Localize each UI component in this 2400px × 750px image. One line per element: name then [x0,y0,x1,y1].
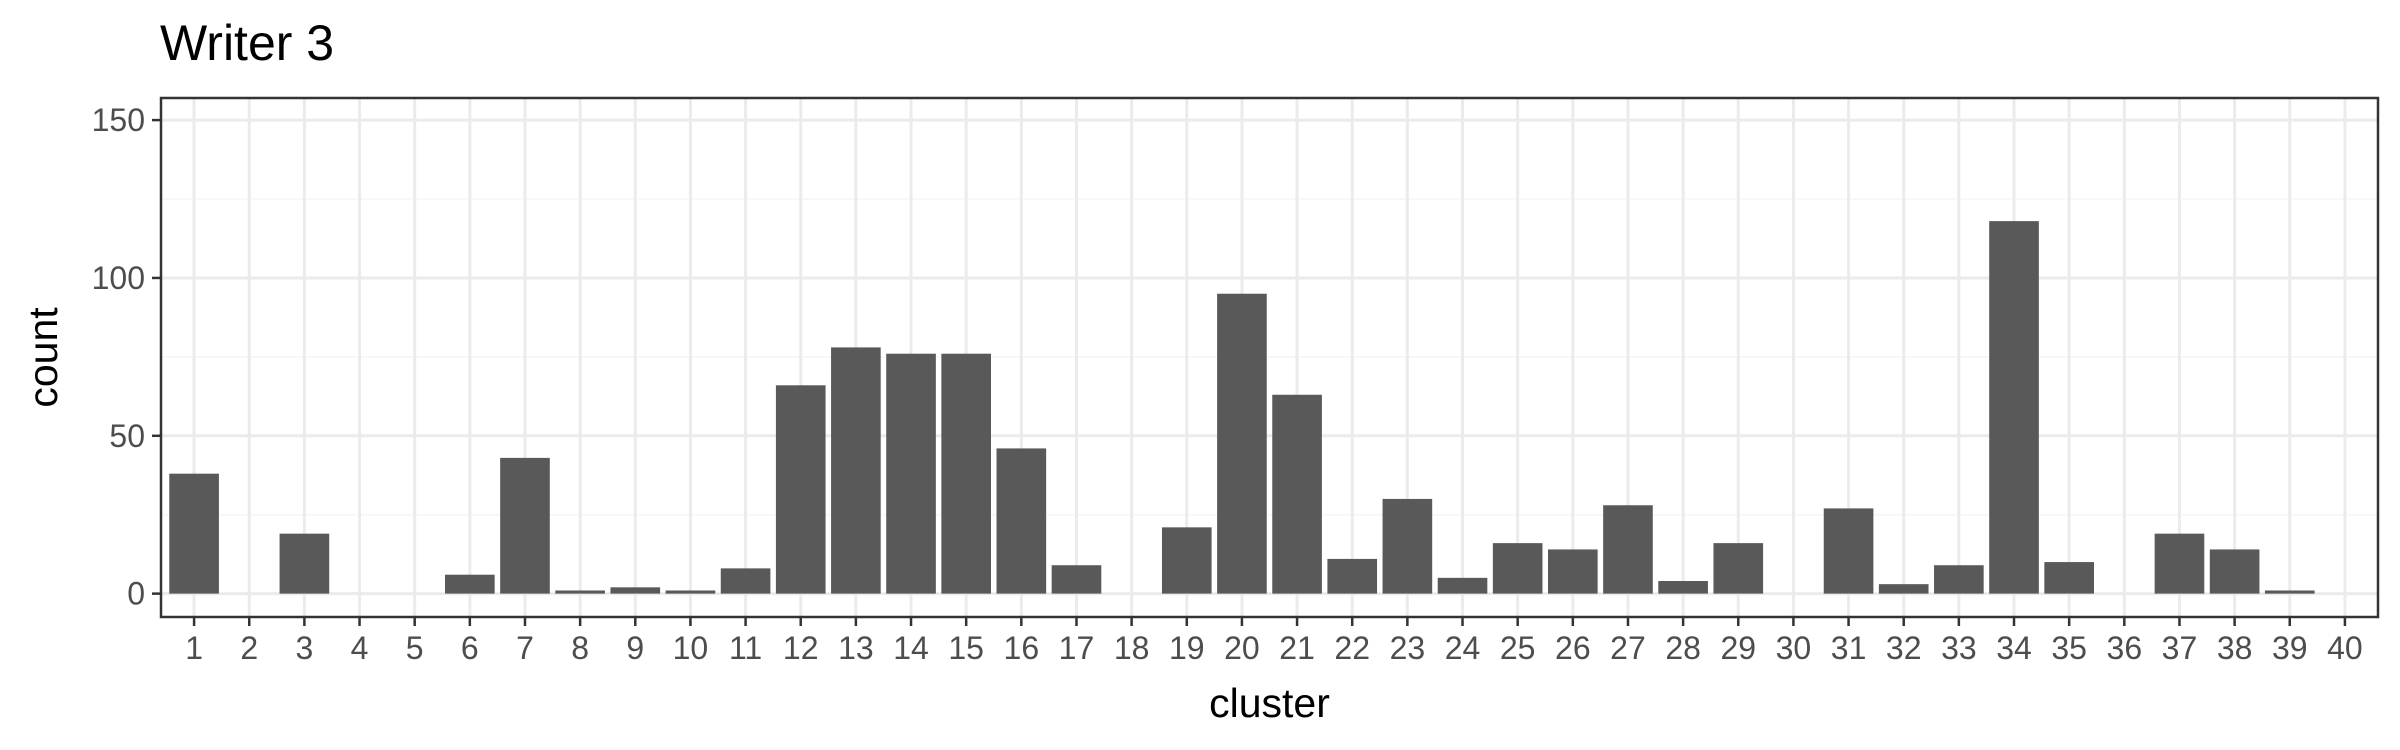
y-axis: 0 50 100 150 [92,102,161,612]
x-axis: 1 2 3 4 5 6 7 8 9 10 11 12 13 14 15 16 17 18 19 20 21 22 23 24 2… [185,617,2363,666]
x-tick-label: 17 [1059,630,1095,666]
bar [941,353,991,594]
chart-title: Writer 3 [160,15,334,71]
x-tick-label: 39 [2272,630,2308,666]
bar [1548,549,1598,594]
x-axis-title: cluster [1209,680,1330,726]
x-tick-label: 8 [571,630,589,666]
x-tick-label: 32 [1886,630,1922,666]
x-tick-label: 29 [1720,630,1756,666]
bar [665,590,716,594]
x-tick-label: 38 [2217,630,2253,666]
y-tick-label: 100 [92,260,145,296]
x-tick-label: 28 [1665,630,1701,666]
x-tick-label: 40 [2327,630,2363,666]
x-tick-label: 19 [1169,630,1205,666]
bar [1272,394,1322,594]
x-tick-label: 31 [1831,630,1867,666]
bar [886,353,936,594]
x-tick-label: 20 [1224,630,1260,666]
panel-border [159,96,2380,619]
x-tick-label: 16 [1004,630,1040,666]
y-tick-label: 0 [127,576,145,612]
bar [831,347,881,594]
x-tick-label: 15 [948,630,984,666]
x-tick-label: 34 [1996,630,2032,666]
x-tick-label: 13 [838,630,874,666]
x-tick-label: 35 [2051,630,2087,666]
bar [1161,527,1212,594]
x-tick-label: 21 [1279,630,1315,666]
x-tick-label: 23 [1390,630,1426,666]
bar [1382,498,1433,594]
y-axis-title: count [20,307,66,408]
bars [169,221,2315,594]
bar [555,590,605,594]
x-tick-label: 10 [673,630,709,666]
x-tick-label: 14 [893,630,929,666]
bar [2044,562,2094,594]
x-tick-label: 25 [1500,630,1536,666]
bar [2264,590,2315,594]
bar [720,568,771,594]
bar [2209,549,2260,594]
x-tick-label: 37 [2162,630,2198,666]
bar [1878,584,1929,594]
x-tick-label: 26 [1555,630,1591,666]
x-tick-label: 5 [406,630,424,666]
bar [1051,565,1102,594]
y-tick-label: 50 [109,418,145,454]
bar [169,473,219,594]
x-tick-label: 27 [1610,630,1646,666]
grid-lines [161,98,2378,617]
x-tick-label: 4 [351,630,369,666]
x-tick-label: 2 [240,630,258,666]
bar [2154,533,2205,594]
x-tick-label: 18 [1114,630,1150,666]
x-tick-label: 1 [185,630,203,666]
bar [775,385,826,594]
x-tick-label: 33 [1941,630,1977,666]
x-tick-label: 30 [1776,630,1812,666]
bar [1492,543,1543,594]
x-tick-label: 11 [729,630,762,666]
bar [996,448,1047,594]
bar [1327,558,1378,594]
bar [445,574,495,594]
bar [1989,221,2039,594]
x-tick-label: 9 [626,630,644,666]
bar [1823,508,1874,594]
x-tick-label: 6 [461,630,479,666]
bar [500,457,550,594]
bar [610,587,661,594]
x-tick-label: 22 [1334,630,1370,666]
x-tick-label: 36 [2107,630,2143,666]
bar [279,533,330,594]
x-tick-label: 12 [783,630,819,666]
bar [1934,565,1984,594]
x-tick-label: 7 [516,630,534,666]
x-tick-label: 3 [295,630,313,666]
bar [1713,543,1764,594]
y-tick-label: 150 [92,102,145,138]
bar [1658,581,1708,594]
bar [1437,577,1488,594]
bar [1603,505,1653,594]
x-tick-label: 24 [1445,630,1481,666]
bar [1217,293,1267,594]
